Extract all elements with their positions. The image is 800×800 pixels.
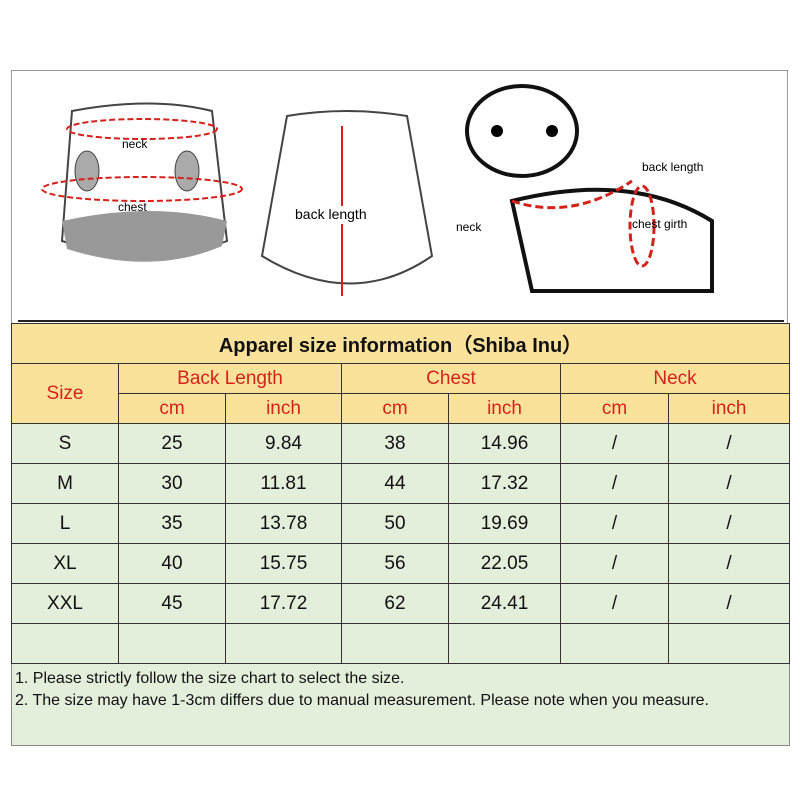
size-cell: XL: [11, 543, 119, 584]
value-cell: [667, 623, 791, 664]
value-cell: 24.41: [448, 583, 561, 624]
value-cell: 40: [118, 543, 226, 584]
value-cell: [225, 623, 342, 664]
value-cell: /: [667, 503, 791, 544]
label-background: [293, 206, 393, 224]
value-cell: /: [667, 463, 791, 504]
table-row: M 30 11.81 44 17.32//: [11, 463, 791, 504]
dog-neck-label: neck: [456, 220, 482, 234]
value-cell: 14.96: [448, 423, 561, 464]
table-row: XXL 45 17.72 62 24.41//: [11, 583, 791, 624]
value-cell: /: [667, 423, 791, 464]
size-cell: XXL: [11, 583, 119, 624]
unit-header: cm: [341, 393, 449, 424]
value-cell: [560, 623, 669, 664]
table-row: S 25 9.84 38 14.96//: [11, 423, 791, 464]
note: 2. The size may have 1-3cm differs due t…: [15, 692, 709, 709]
value-cell: 22.05: [448, 543, 561, 584]
dog-chest-girth-label: chest girth: [632, 217, 687, 231]
value-cell: 19.69: [448, 503, 561, 544]
table-row: L 35 13.78 50 19.69//: [11, 503, 791, 544]
unit-header: cm: [560, 393, 669, 424]
table-row: [11, 623, 791, 664]
note: 1. Please strictly follow the size chart…: [15, 670, 405, 687]
value-cell: 25: [118, 423, 226, 464]
value-cell: /: [667, 583, 791, 624]
value-cell: 11.81: [225, 463, 342, 504]
dog-back-length-label: back length: [642, 160, 703, 174]
front-garment-illustration: neck chest: [41, 102, 243, 262]
value-cell: 13.78: [225, 503, 342, 544]
value-cell: 17.72: [225, 583, 342, 624]
value-cell: /: [560, 423, 669, 464]
table-row: XL 40 15.75 56 22.05//: [11, 543, 791, 584]
notes: 1. Please strictly follow the size chart…: [10, 663, 791, 746]
back-length-label: back length: [295, 206, 367, 222]
divider: [18, 320, 784, 322]
value-cell: [448, 623, 561, 664]
dog-illustration: back length neck chest girth: [456, 84, 714, 293]
table-title: Apparel size information（Shiba Inu）: [10, 323, 791, 364]
unit-header: cm: [118, 393, 226, 424]
size-table: Apparel size information（Shiba Inu） Size…: [10, 323, 791, 746]
size-cell: [11, 623, 119, 664]
value-cell: 56: [341, 543, 449, 584]
value-cell: 62: [341, 583, 449, 624]
value-cell: /: [560, 503, 669, 544]
neck-label: neck: [122, 137, 148, 151]
back-garment-illustration: back length: [260, 110, 434, 296]
size-header: Size: [11, 363, 119, 424]
value-cell: 44: [341, 463, 449, 504]
group-header: Neck: [559, 363, 791, 394]
measurement-illustrations: neck chest back length back length neck …: [41, 84, 714, 296]
value-cell: [341, 623, 449, 664]
value-cell: 50: [341, 503, 449, 544]
value-cell: 35: [118, 503, 226, 544]
value-cell: 45: [118, 583, 226, 624]
value-cell: /: [560, 463, 669, 504]
group-header: Back Length: [118, 363, 342, 394]
unit-header: inch: [667, 393, 791, 424]
value-cell: /: [667, 543, 791, 584]
chest-label: chest: [118, 200, 147, 214]
unit-header: inch: [225, 393, 342, 424]
value-cell: [118, 623, 226, 664]
size-cell: M: [11, 463, 119, 504]
size-cell: L: [11, 503, 119, 544]
value-cell: 38: [341, 423, 449, 464]
value-cell: 15.75: [225, 543, 342, 584]
size-cell: S: [11, 423, 119, 464]
group-header: Chest: [341, 363, 561, 394]
value-cell: 17.32: [448, 463, 561, 504]
unit-header: inch: [448, 393, 561, 424]
value-cell: /: [560, 543, 669, 584]
value-cell: 9.84: [225, 423, 342, 464]
value-cell: /: [560, 583, 669, 624]
value-cell: 30: [118, 463, 226, 504]
